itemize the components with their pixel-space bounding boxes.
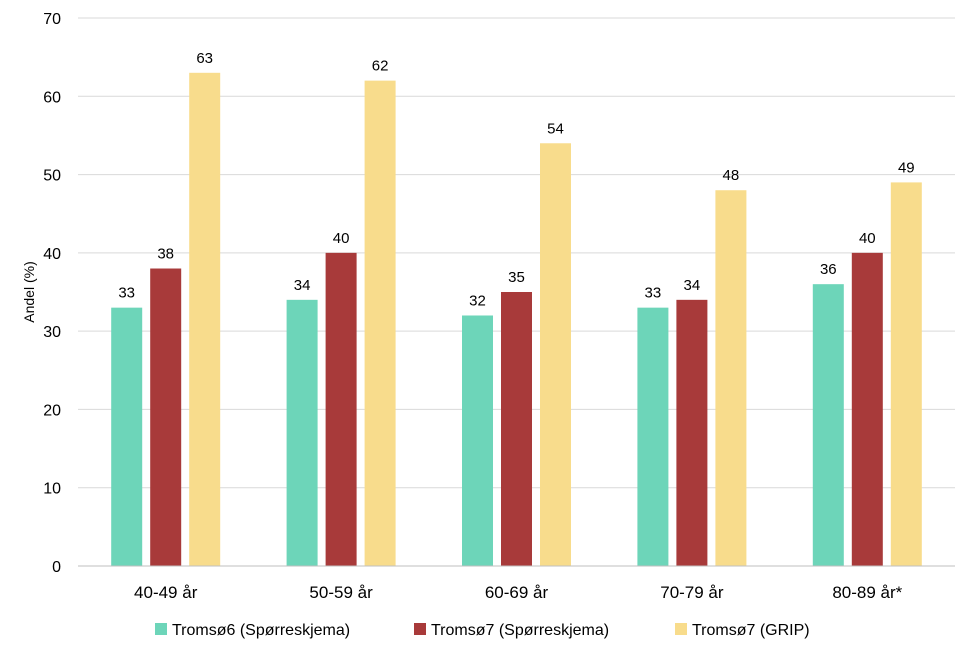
bar <box>501 292 532 566</box>
bar <box>851 252 883 566</box>
legend-swatch <box>155 623 167 635</box>
x-axis-categories: 40-49 år 50-59 år 60-69 år 70-79 år 80-89 år… <box>134 583 903 602</box>
data-label: 49 <box>898 159 915 176</box>
bar <box>111 307 143 566</box>
legend-swatch <box>675 623 687 635</box>
x-category-label: 40-49 år <box>134 583 198 602</box>
y-tick-label: 40 <box>43 246 61 263</box>
bar <box>150 268 182 566</box>
y-axis-ticks: 0 10 20 30 40 50 60 70 <box>43 11 61 576</box>
y-tick-label: 20 <box>43 402 61 419</box>
bar <box>890 182 922 566</box>
y-tick-label: 50 <box>43 168 61 185</box>
data-label: 54 <box>547 120 564 137</box>
y-tick-label: 70 <box>43 11 61 28</box>
data-labels: 33 38 63 34 40 62 32 35 54 33 34 48 36 40 49 <box>118 50 914 310</box>
legend-label: Tromsø7 (Spørreskjema) <box>431 622 609 639</box>
bar <box>462 315 493 566</box>
y-tick-label: 0 <box>52 559 61 576</box>
data-label: 36 <box>820 261 837 278</box>
x-category-label: 80-89 år* <box>832 583 902 602</box>
x-category-label: 70-79 år <box>660 583 724 602</box>
legend-label: Tromsø7 (GRIP) <box>692 622 810 639</box>
data-label: 33 <box>118 285 135 302</box>
bar <box>325 252 357 566</box>
data-label: 40 <box>333 230 350 247</box>
data-label: 34 <box>294 277 311 294</box>
x-category-label: 60-69 år <box>485 583 549 602</box>
data-label: 38 <box>157 246 174 263</box>
data-label: 33 <box>645 285 662 302</box>
data-label: 34 <box>684 277 701 294</box>
legend: Tromsø6 (Spørreskjema) Tromsø7 (Spørreskj… <box>155 622 810 639</box>
bar <box>189 72 221 567</box>
y-axis-title: Andel (%) <box>21 261 37 322</box>
bar <box>715 190 747 566</box>
data-label: 48 <box>723 167 740 184</box>
data-label: 62 <box>372 58 389 75</box>
x-category-label: 50-59 år <box>309 583 373 602</box>
legend-swatch <box>414 623 426 635</box>
data-label: 35 <box>508 269 525 286</box>
bar <box>812 284 844 566</box>
data-label: 63 <box>196 50 213 67</box>
y-tick-label: 10 <box>43 481 61 498</box>
bars <box>111 72 922 567</box>
data-label: 40 <box>859 230 876 247</box>
bar <box>676 299 708 566</box>
bar <box>637 307 669 566</box>
y-tick-label: 30 <box>43 324 61 341</box>
legend-label: Tromsø6 (Spørreskjema) <box>172 622 350 639</box>
bar <box>540 143 571 566</box>
bar <box>364 80 396 566</box>
y-tick-label: 60 <box>43 89 61 106</box>
data-label: 32 <box>469 292 486 309</box>
bar <box>286 299 318 566</box>
